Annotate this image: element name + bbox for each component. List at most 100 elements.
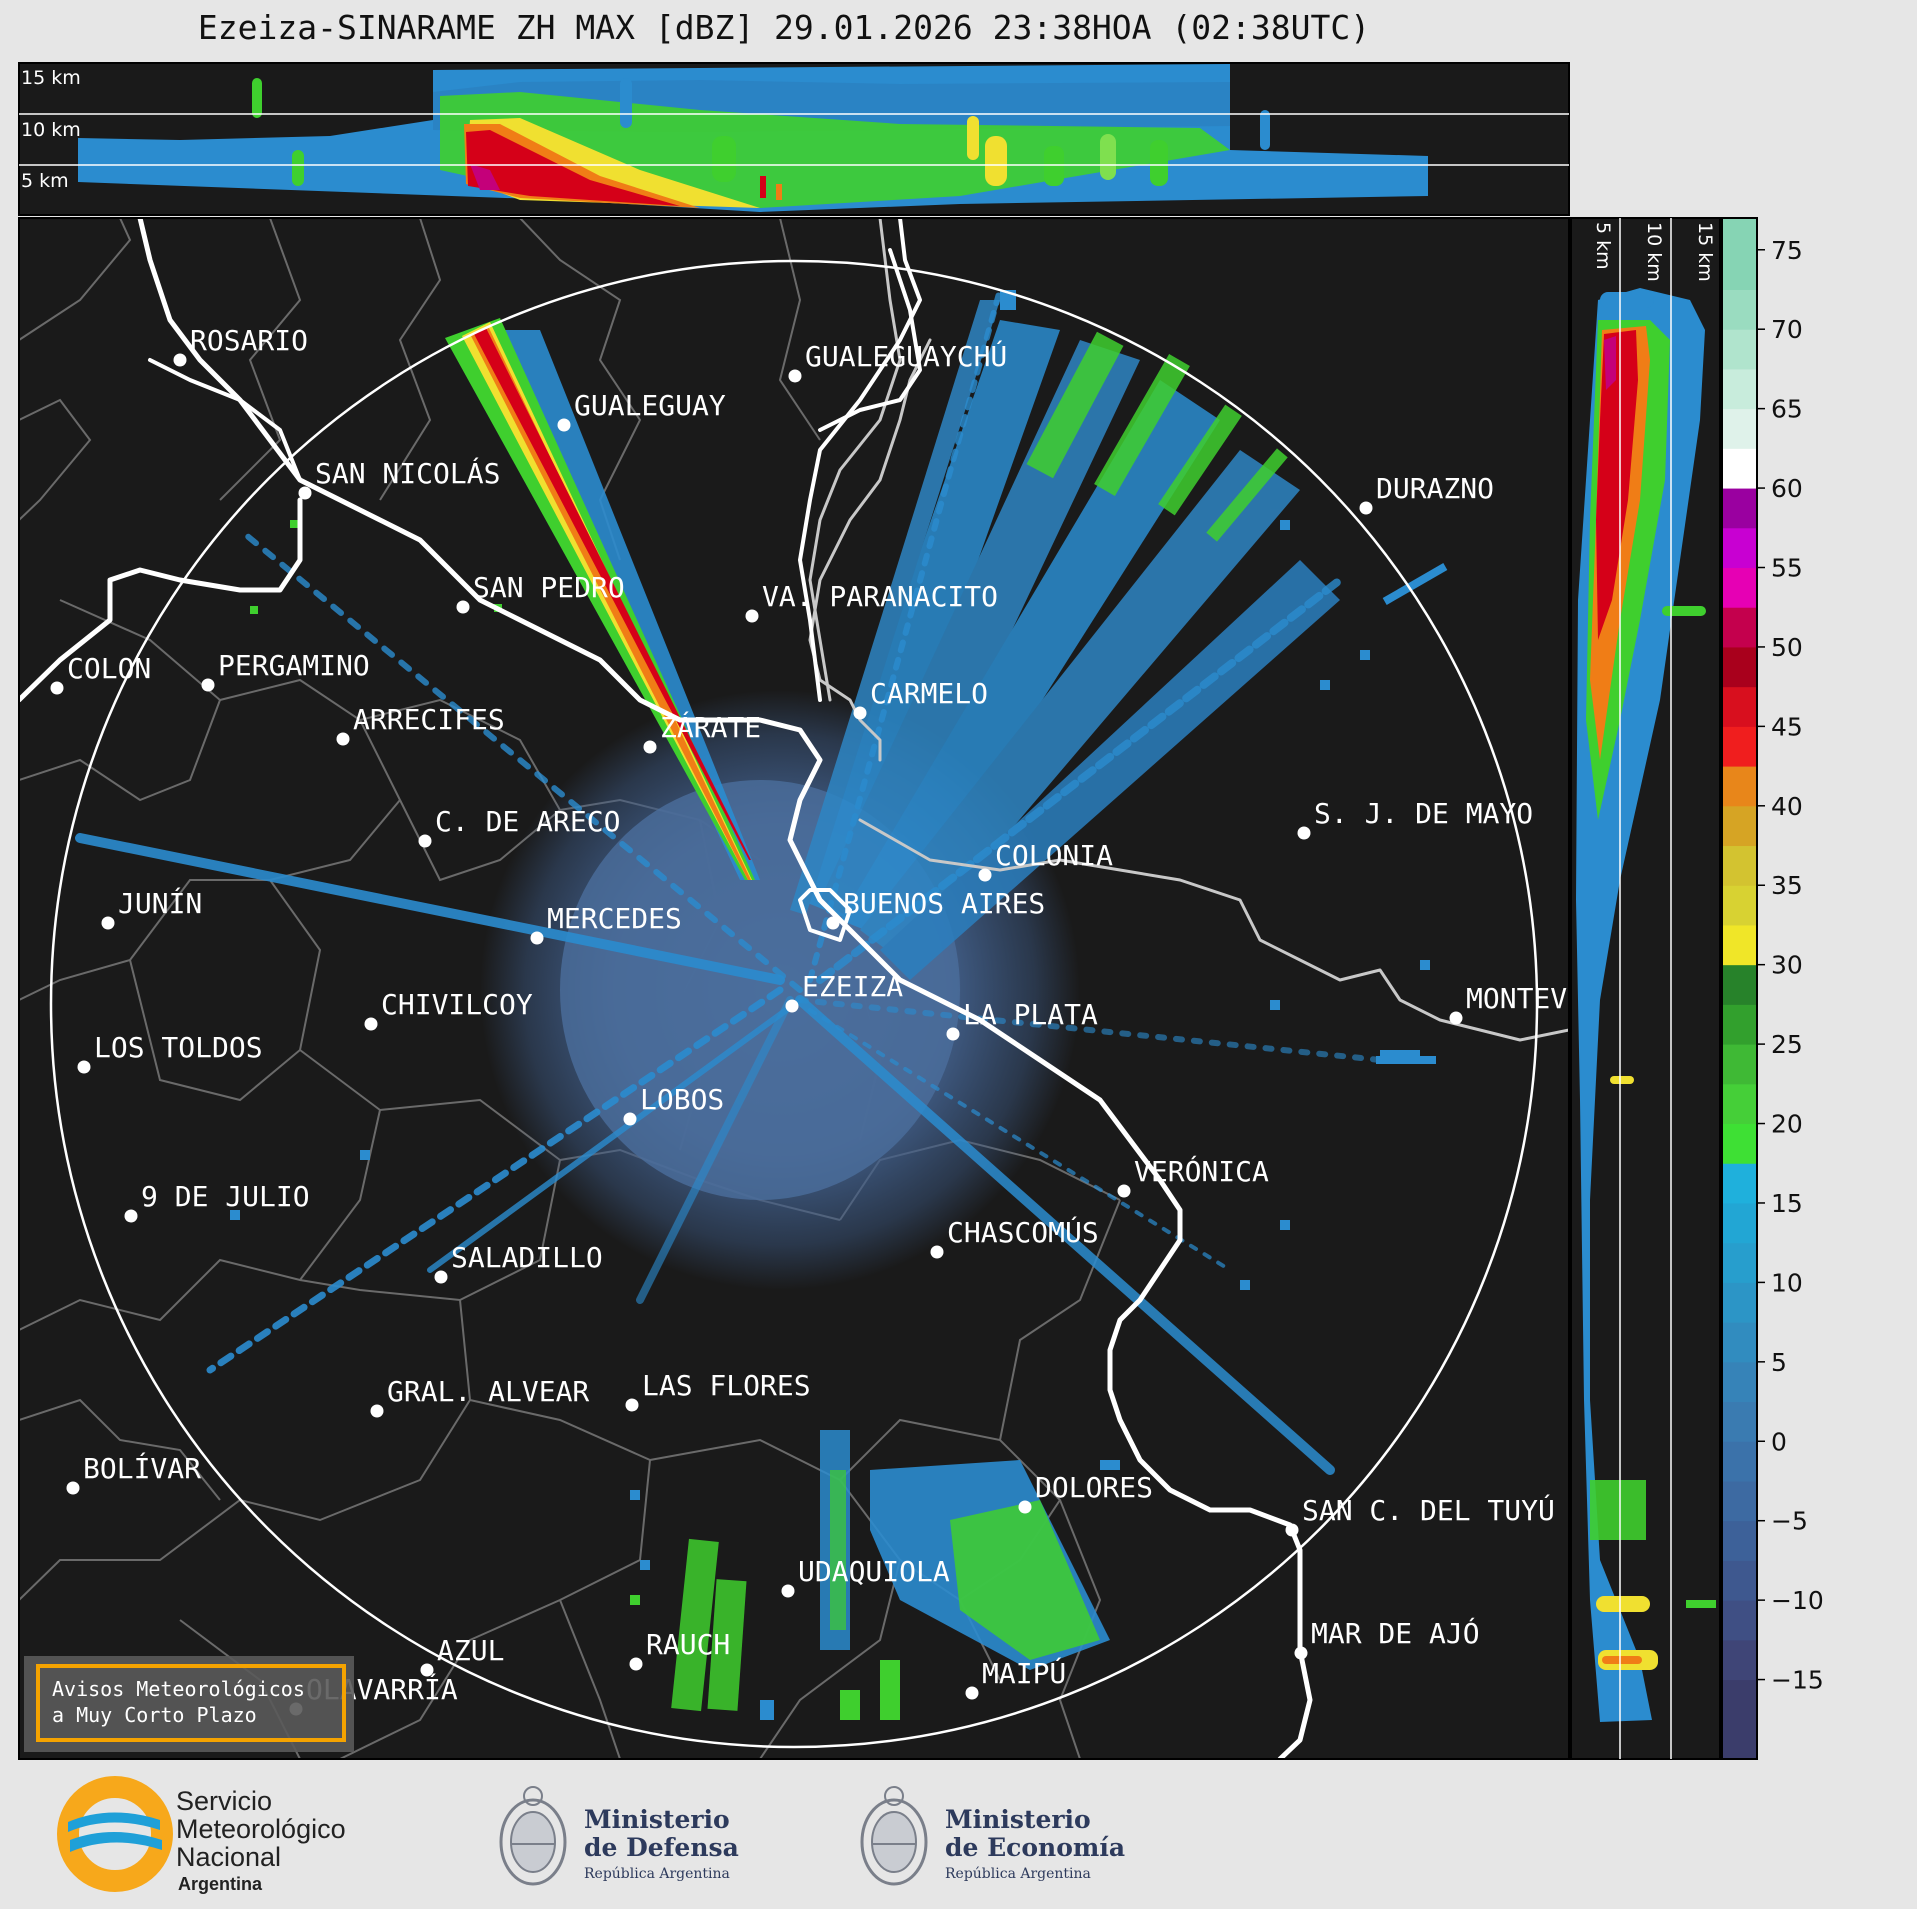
colorbar-band — [1722, 845, 1757, 886]
city-label: MONTEVIDEO — [1466, 982, 1635, 1015]
city-ezeiza: EZEIZA — [785, 970, 903, 1013]
colorbar-band — [1722, 1361, 1757, 1403]
economia-line-2: de Economía — [945, 1833, 1125, 1862]
colorbar-band — [1722, 1679, 1757, 1760]
city-marker — [643, 740, 657, 754]
radial-streaks — [75, 287, 1383, 1475]
smn-wave-icon — [68, 1812, 160, 1832]
city-z-rate: ZÁRATE — [643, 710, 761, 754]
colorbar-tick-label: 25 — [1771, 1030, 1803, 1059]
city-marker — [785, 999, 799, 1013]
smn-line-4: Argentina — [178, 1874, 263, 1894]
city-label: LA PLATA — [963, 998, 1098, 1031]
nw-strong-ray — [445, 318, 760, 880]
city-ver-nica: VERÓNICA — [1117, 1154, 1269, 1198]
colorbar-band — [1722, 646, 1757, 688]
city-label: COLON — [67, 652, 151, 685]
colorbar-tick-label: −10 — [1771, 1586, 1824, 1615]
city-dolores: DOLORES — [1018, 1471, 1153, 1514]
city-pergamino: PERGAMINO — [201, 649, 370, 692]
city-la-plata: LA PLATA — [946, 998, 1098, 1041]
colorbar-band — [1722, 1322, 1757, 1363]
colorbar-band — [1722, 1282, 1757, 1323]
colorbar-band — [1722, 1560, 1757, 1601]
city-label: SAN C. DEL TUYÚ — [1302, 1493, 1555, 1527]
colorbar-band — [1722, 1202, 1757, 1244]
city-marker — [1285, 1523, 1299, 1537]
city-s-j-de-mayo: S. J. DE MAYO — [1297, 797, 1533, 840]
city-marker — [1018, 1500, 1032, 1514]
city-montevideo: MONTEVIDEO — [1449, 982, 1635, 1025]
city-marker — [745, 609, 759, 623]
city-marker — [1359, 501, 1373, 515]
city-marker — [1294, 1646, 1308, 1660]
city-marker — [930, 1245, 944, 1259]
city-label: VERÓNICA — [1134, 1154, 1269, 1188]
city-udaquiola: UDAQUIOLA — [781, 1555, 950, 1598]
colorbar-band — [1722, 1004, 1757, 1045]
city-label: CARMELO — [870, 677, 988, 710]
city-marker — [336, 732, 350, 746]
side-label-5km: 5 km — [1592, 222, 1614, 270]
city-carmelo: CARMELO — [853, 677, 988, 720]
side-label-10km: 10 km — [1643, 222, 1665, 282]
city-marker — [66, 1481, 80, 1495]
city-label: MAIPÚ — [982, 1656, 1066, 1690]
colorbar-band — [1722, 1123, 1757, 1164]
city-marker — [826, 916, 840, 930]
colorbar-frame — [1721, 217, 1758, 1760]
colorbar-band — [1722, 1083, 1757, 1125]
colorbar-tick-label: 10 — [1771, 1268, 1803, 1297]
city-san-pedro: SAN PEDRO — [456, 571, 625, 614]
top-profile-echoes — [78, 64, 1428, 212]
city-rauch: RAUCH — [629, 1628, 730, 1671]
city-label: LOBOS — [640, 1083, 724, 1116]
city-marker — [456, 600, 470, 614]
city-marker — [370, 1404, 384, 1418]
city-label: AZUL — [437, 1634, 504, 1667]
city-label: DURAZNO — [1376, 472, 1494, 505]
defensa-logo: Ministerio de Defensa República Argentin… — [499, 1786, 739, 1886]
warning-box[interactable]: Avisos Meteorológicos a Muy Corto Plazo — [24, 1656, 354, 1752]
colorbar-band — [1722, 766, 1757, 807]
colorbar-band — [1722, 964, 1757, 1005]
city-marker — [530, 931, 544, 945]
city-label: EZEIZA — [802, 970, 903, 1003]
city-label: GRAL. ALVEAR — [387, 1375, 589, 1408]
city-mercedes: MERCEDES — [530, 902, 682, 945]
southern-echoes — [630, 1430, 1110, 1720]
colorbar-band — [1722, 527, 1757, 569]
city-label: ARRECIFES — [353, 703, 505, 736]
city-jun-n: JUNÍN — [101, 886, 202, 930]
city-buenos-aires: BUENOS AIRES — [826, 887, 1045, 930]
city-label: GUALEGUAYCHÚ — [805, 339, 1007, 373]
chart-title: Ezeiza-SINARAME ZH MAX [dBZ] 29.01.2026 … — [197, 8, 1371, 47]
colorbar-band — [1722, 805, 1757, 847]
smn-line-1: Servicio — [176, 1786, 272, 1816]
colorbar-tick-label: 35 — [1771, 871, 1803, 900]
city-marker — [101, 916, 115, 930]
colorbar-tick-label: 55 — [1771, 554, 1803, 583]
city-label: C. DE ARECO — [435, 805, 620, 838]
city-marker — [173, 353, 187, 367]
colorbar-band — [1722, 408, 1757, 449]
city-mar-de-aj-: MAR DE AJÓ — [1294, 1616, 1480, 1660]
colorbar-band — [1722, 686, 1757, 727]
city-lobos: LOBOS — [623, 1083, 724, 1126]
city-label: ROSARIO — [190, 324, 308, 357]
city-los-toldos: LOS TOLDOS — [77, 1031, 263, 1074]
warning-line-2: a Muy Corto Plazo — [52, 1703, 257, 1727]
colorbar-tick-label: 45 — [1771, 712, 1803, 741]
smn-line-2: Meteorológico — [176, 1814, 346, 1844]
city-marker — [1449, 1011, 1463, 1025]
colorbar-band — [1722, 1639, 1757, 1681]
city-marker — [420, 1663, 434, 1677]
city-san-c-del-tuy-: SAN C. DEL TUYÚ — [1285, 1493, 1555, 1537]
city-label: GUALEGUAY — [574, 389, 726, 422]
top-label-10km: 10 km — [21, 119, 81, 141]
city-san-nicol-s: SAN NICOLÁS — [298, 456, 500, 500]
city-label: MERCEDES — [547, 902, 682, 935]
city-9-de-julio: 9 DE JULIO — [124, 1180, 310, 1223]
city-colon: COLON — [50, 652, 151, 695]
